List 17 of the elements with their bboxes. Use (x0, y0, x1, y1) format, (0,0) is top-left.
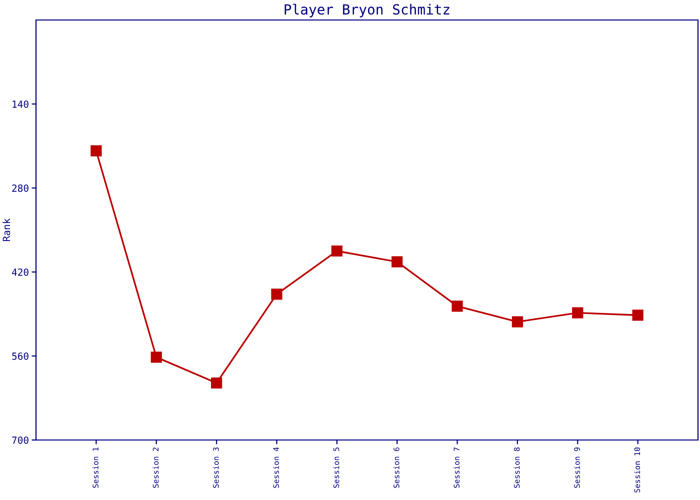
point (271, 288, 282, 300)
y-tick-label: 560 (12, 352, 28, 360)
y-tick-label: 700 (12, 436, 28, 444)
point (632, 310, 644, 321)
y-axis-title: Rank (2, 218, 10, 242)
point (392, 256, 403, 268)
y-tick-label: 280 (12, 184, 28, 192)
point (90, 145, 102, 156)
point (452, 300, 463, 312)
point (572, 307, 584, 318)
point (512, 316, 524, 328)
y-tick-label: 420 (12, 268, 28, 276)
chart-title: Player Bryon Schmitz (284, 4, 450, 18)
point (331, 245, 342, 257)
point (210, 377, 222, 389)
y-tick-label: 140 (12, 100, 28, 108)
point (150, 352, 162, 363)
